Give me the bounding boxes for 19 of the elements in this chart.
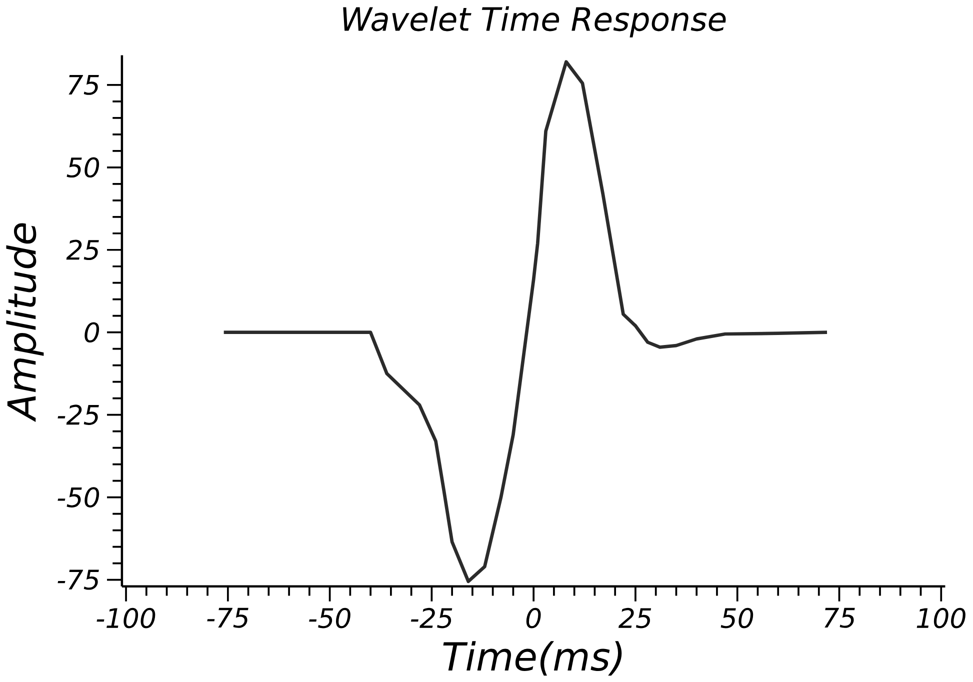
chart-title: Wavelet Time Response [343,6,726,38]
y-tick-label: -50 [58,487,100,508]
y-tick-label: 0 [84,322,100,343]
x-tick-label: -100 [96,608,156,628]
x-tick-label: 100 [916,608,966,628]
x-tick-label: 50 [720,608,754,628]
y-tick-label: 25 [66,240,99,260]
x-axis-title: Time(ms) [443,641,622,676]
y-tick-label: 75 [68,75,99,95]
y-tick-label: -75 [58,570,99,590]
x-tick-label: -75 [207,608,248,628]
x-tick-label: 0 [526,608,541,628]
y-tick-label: -25 [58,404,99,426]
y-axis-title: Amplitude [6,223,44,422]
x-tick-label: 75 [824,608,855,628]
y-tick-label: 50 [66,157,100,178]
x-tick-label: 25 [618,608,652,628]
x-tick-label: -25 [410,608,452,628]
x-tick-label: -50 [309,608,350,628]
